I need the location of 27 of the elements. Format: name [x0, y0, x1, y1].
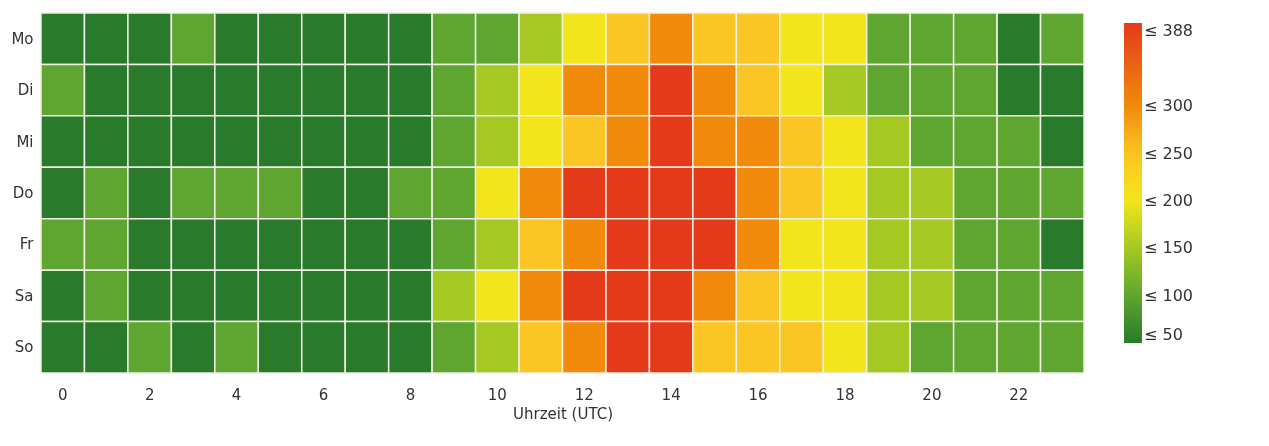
x-tick-label: 22 [1009, 385, 1029, 404]
x-tick-label: 4 [231, 385, 242, 404]
color-bar-label: ≤ 200 [1144, 190, 1194, 210]
y-tick-label: Sa [14, 286, 34, 305]
y-tick-label: Do [12, 184, 34, 202]
x-tick-label: 14 [661, 385, 681, 404]
color-bar-label: ≤ 50 [1144, 325, 1183, 344]
x-tick-label: 8 [405, 385, 416, 404]
y-tick-label: Fr [19, 235, 35, 254]
y-tick-label: Di [17, 81, 34, 100]
x-tick-label: 0 [57, 385, 68, 404]
x-tick-label: 6 [318, 385, 329, 404]
color-bar-label: ≤ 100 [1144, 285, 1194, 305]
color-bar-label: ≤ 150 [1144, 238, 1194, 258]
color-bar-label: ≤ 388 [1144, 21, 1194, 40]
y-tick-label: So [14, 338, 34, 357]
x-tick-label: 2 [144, 385, 155, 404]
color-bar-label: ≤ 300 [1144, 96, 1194, 116]
x-axis-title: Uhrzeit (UTC) [512, 404, 614, 423]
x-tick-label: 16 [748, 385, 768, 404]
x-tick-label: 20 [922, 385, 942, 404]
y-tick-label: Mo [11, 29, 34, 48]
x-tick-label: 12 [574, 385, 594, 404]
x-tick-label: 10 [487, 385, 507, 404]
color-bar-label: ≤ 250 [1144, 143, 1194, 163]
y-tick-label: Mi [16, 132, 34, 151]
x-tick-label: 18 [835, 385, 855, 404]
